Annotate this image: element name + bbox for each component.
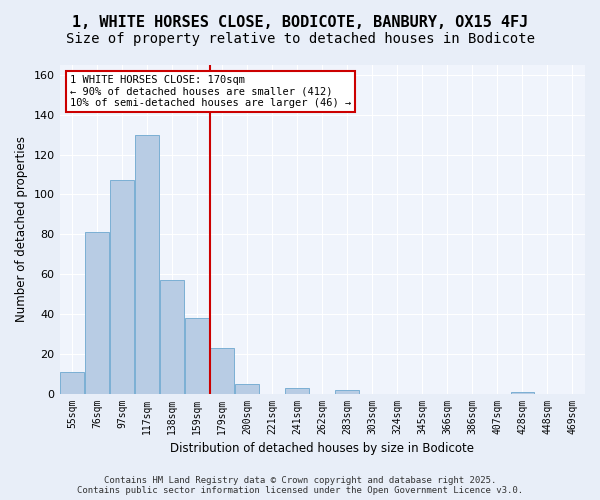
Bar: [210, 348, 234, 394]
Bar: [85, 232, 109, 394]
Bar: [235, 384, 259, 394]
Bar: [511, 392, 535, 394]
Bar: [160, 280, 184, 394]
Text: Contains HM Land Registry data © Crown copyright and database right 2025.
Contai: Contains HM Land Registry data © Crown c…: [77, 476, 523, 495]
Text: 1 WHITE HORSES CLOSE: 170sqm
← 90% of detached houses are smaller (412)
10% of s: 1 WHITE HORSES CLOSE: 170sqm ← 90% of de…: [70, 75, 352, 108]
Bar: [60, 372, 84, 394]
Text: Size of property relative to detached houses in Bodicote: Size of property relative to detached ho…: [65, 32, 535, 46]
Text: 1, WHITE HORSES CLOSE, BODICOTE, BANBURY, OX15 4FJ: 1, WHITE HORSES CLOSE, BODICOTE, BANBURY…: [72, 15, 528, 30]
Bar: [110, 180, 134, 394]
Bar: [185, 318, 209, 394]
Bar: [286, 388, 309, 394]
X-axis label: Distribution of detached houses by size in Bodicote: Distribution of detached houses by size …: [170, 442, 474, 455]
Y-axis label: Number of detached properties: Number of detached properties: [15, 136, 28, 322]
Bar: [335, 390, 359, 394]
Bar: [135, 134, 159, 394]
